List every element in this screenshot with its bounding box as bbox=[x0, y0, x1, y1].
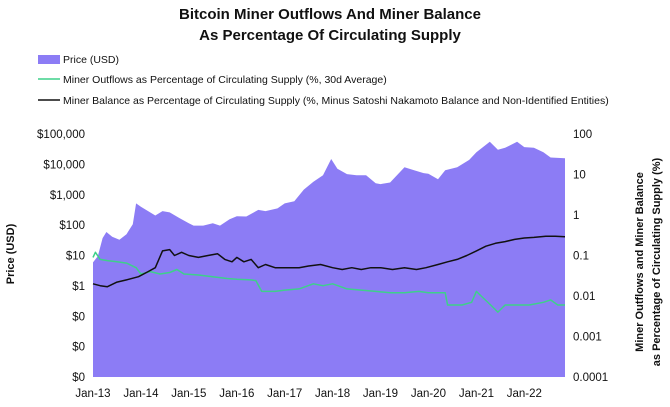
x-tick-label: Jan-16 bbox=[219, 388, 254, 400]
y-axis-right-title-line-1: Miner Outflows and Miner Balance bbox=[634, 172, 646, 352]
y-left-tick-label: $1 bbox=[72, 281, 85, 293]
x-tick-label: Jan-22 bbox=[507, 388, 542, 400]
x-tick-label: Jan-15 bbox=[171, 388, 206, 400]
legend-label-price: Price (USD) bbox=[63, 54, 119, 66]
x-tick-label: Jan-19 bbox=[363, 388, 398, 400]
y-left-tick-label: $100 bbox=[59, 220, 85, 232]
x-tick-label: Jan-13 bbox=[75, 388, 110, 400]
y-left-tick-label: $0 bbox=[72, 311, 85, 323]
y-axis-left-title: Price (USD) bbox=[5, 223, 17, 284]
series-line-balance bbox=[92, 235, 566, 288]
legend: Price (USD) Miner Outflows as Percentage… bbox=[38, 54, 609, 107]
legend-swatch-price bbox=[38, 55, 60, 64]
x-tick-label: Jan-14 bbox=[123, 388, 159, 400]
y-right-tick-label: 0.001 bbox=[573, 332, 602, 344]
y-right-tick-label: 0.1 bbox=[573, 251, 589, 263]
axes: $100,000 $10,000 $1,000 $100 $10 $1 $0 $0 $0 100 1… bbox=[37, 129, 608, 400]
chart-title-line-1: Bitcoin Miner Outflows And Miner Balance bbox=[179, 6, 481, 23]
y-left-tick-label: $1,000 bbox=[50, 190, 85, 202]
y-right-tick-label: 0.0001 bbox=[573, 372, 608, 384]
legend-label-outflows: Miner Outflows as Percentage of Circulat… bbox=[63, 74, 387, 86]
y-right-tick-label: 0.01 bbox=[573, 291, 595, 303]
y-left-tick-label: $10,000 bbox=[43, 159, 85, 171]
y-right-tick-label: 100 bbox=[573, 129, 592, 141]
y-right-tick-label: 10 bbox=[573, 170, 586, 182]
x-tick-label: Jan-20 bbox=[411, 388, 446, 400]
y-left-tick-label: $100,000 bbox=[37, 129, 85, 141]
chart-title-line-2: As Percentage Of Circulating Supply bbox=[199, 27, 461, 44]
x-tick-label: Jan-21 bbox=[459, 388, 494, 400]
y-left-tick-label: $0 bbox=[72, 342, 85, 354]
y-axis-right-title-line-2: as Percentage of Circulating Supply (%) bbox=[651, 157, 663, 366]
plot-area bbox=[92, 141, 566, 377]
legend-label-balance: Miner Balance as Percentage of Circulati… bbox=[63, 95, 609, 107]
x-tick-label: Jan-18 bbox=[315, 388, 350, 400]
y-right-tick-label: 1 bbox=[573, 210, 579, 222]
y-left-tick-label: $0 bbox=[72, 372, 85, 384]
x-tick-label: Jan-17 bbox=[267, 388, 302, 400]
y-left-tick-label: $10 bbox=[66, 251, 85, 263]
series-area-price bbox=[93, 141, 565, 377]
